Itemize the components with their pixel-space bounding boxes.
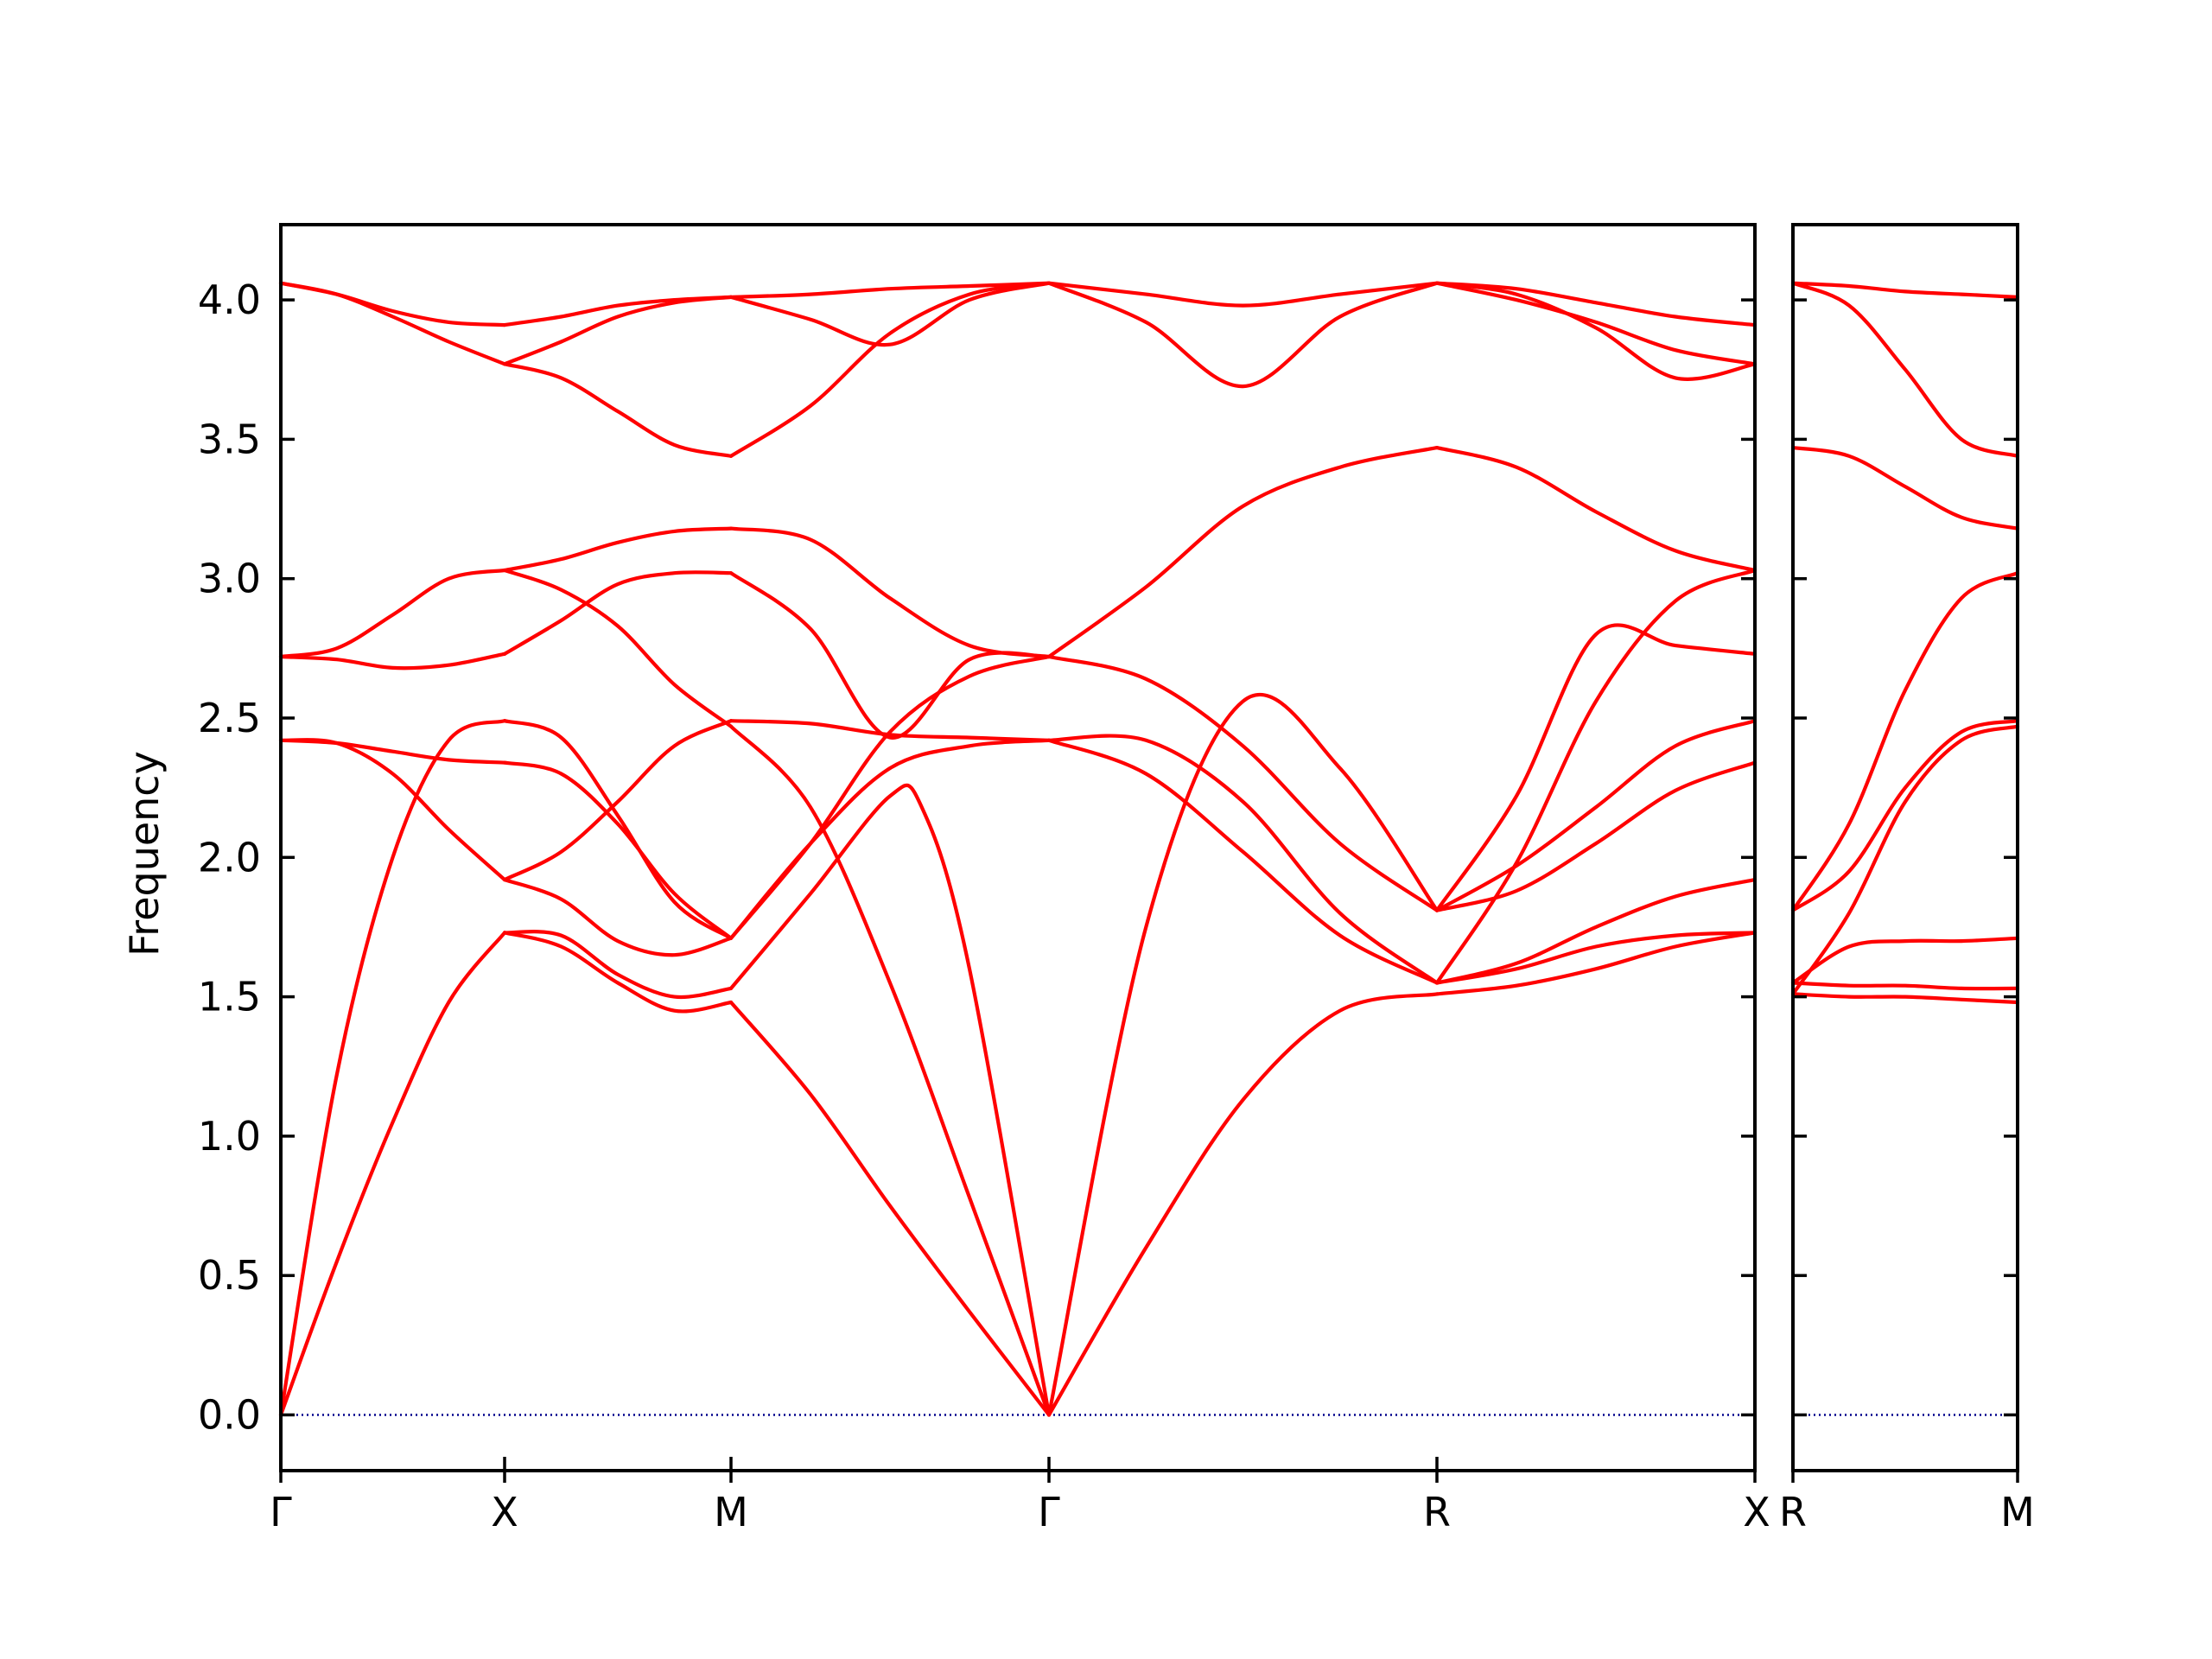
band-line-X-M-5 [502, 719, 734, 940]
band-line-R-M-9 [1790, 281, 2020, 299]
y-axis-label: Frequency [121, 751, 168, 957]
x-tick-label: R [1779, 1489, 1807, 1535]
band-line-Γ-X-6 [278, 568, 507, 659]
band-line-M-Γ-8 [728, 526, 1052, 659]
y-tick-label: 4.0 [198, 276, 261, 323]
y-tick-label: 0.0 [198, 1391, 261, 1438]
band-line-M-Γ-3 [728, 783, 1052, 1417]
band-line-R-X-7 [1434, 623, 1758, 912]
band-line-R-X-6 [1434, 719, 1758, 912]
y-tick-label: 2.5 [198, 695, 261, 741]
band-line-R-X-2 [1434, 931, 1758, 985]
band-line-M-Γ-10 [728, 281, 1052, 347]
band-line-R-M-1 [1790, 992, 2020, 1005]
x-tick-label: X [491, 1489, 518, 1535]
band-line-R-M-7 [1790, 446, 2020, 531]
band-line-Γ-R-3 [1046, 738, 1440, 985]
band-line-Γ-R-6 [1046, 446, 1440, 659]
band-line-Γ-R-8 [1046, 281, 1440, 308]
band-line-R-X-8 [1434, 446, 1758, 573]
band-line-R-X-9 [1434, 281, 1758, 381]
band-line-X-M-9 [502, 526, 734, 573]
band-line-Γ-X-1 [278, 719, 507, 1417]
band-line-M-Γ-6 [728, 719, 1052, 742]
band-line-Γ-X-5 [278, 652, 507, 671]
band-line-X-M-7 [502, 570, 734, 656]
band-line-Γ-R-4 [1046, 734, 1440, 985]
y-tick-label: 1.0 [198, 1113, 261, 1160]
band-line-R-X-4 [1434, 568, 1758, 985]
band-line-M-Γ-11 [728, 281, 1052, 299]
main-panel-frame [279, 223, 1757, 1472]
band-line-Γ-X-2 [278, 931, 507, 1417]
band-line-X-M-8 [502, 568, 734, 728]
band-line-Γ-R-2 [1046, 693, 1440, 1417]
band-line-X-M-2 [502, 930, 734, 1000]
band-line-M-Γ-1 [728, 1000, 1052, 1417]
band-line-R-X-1 [1434, 931, 1758, 996]
band-line-R-M-6 [1790, 571, 2020, 912]
band-line-R-M-8 [1790, 281, 2020, 458]
band-line-M-Γ-7 [728, 571, 1052, 740]
band-line-M-Γ-5 [728, 654, 1052, 940]
band-line-X-M-10 [502, 362, 734, 458]
y-axis: 0.0 0.5 1.0 1.5 2.0 2.5 3.0 3.5 4.0 [198, 276, 261, 1438]
x-tick-label: Γ [270, 1489, 292, 1535]
band-line-Γ-R-7 [1046, 281, 1440, 389]
x-tick-label: X [1743, 1489, 1770, 1535]
band-line-X-M-1 [502, 931, 734, 1014]
y-tick-label: 3.5 [198, 416, 261, 462]
band-line-R-M-3 [1790, 936, 2020, 985]
y-tick-label: 0.5 [198, 1252, 261, 1299]
band-line-R-X-5 [1434, 760, 1758, 912]
band-line-R-X-3 [1434, 878, 1758, 985]
x-tick-label: R [1423, 1489, 1451, 1535]
band-line-X-M-12 [502, 295, 734, 327]
y-tick-label: 3.0 [198, 556, 261, 602]
y-tick-label: 2.0 [198, 834, 261, 880]
band-line-R-X-11 [1434, 281, 1758, 327]
band-line-X-M-3 [502, 878, 734, 957]
band-line-M-Γ-2 [728, 724, 1052, 1417]
y-tick-label: 1.5 [198, 974, 261, 1020]
band-line-Γ-X-4 [278, 738, 507, 765]
x-tick-label: Γ [1038, 1489, 1060, 1535]
band-line-Γ-R-5 [1046, 654, 1440, 912]
band-line-R-M-5 [1790, 719, 2020, 912]
band-line-Γ-R-1 [1046, 992, 1440, 1417]
band-line-X-M-6 [502, 760, 734, 940]
band-line-X-M-4 [502, 719, 734, 882]
band-line-R-X-10 [1434, 281, 1758, 366]
band-line-Γ-X-8 [278, 281, 507, 327]
band-line-R-M-2 [1790, 981, 2020, 991]
side-panel-frame [1791, 223, 2019, 1472]
band-line-M-Γ-9 [728, 281, 1052, 458]
band-line-R-M-4 [1790, 724, 2020, 996]
x-tick-label: M [2000, 1489, 2035, 1535]
x-tick-label: M [714, 1489, 748, 1535]
